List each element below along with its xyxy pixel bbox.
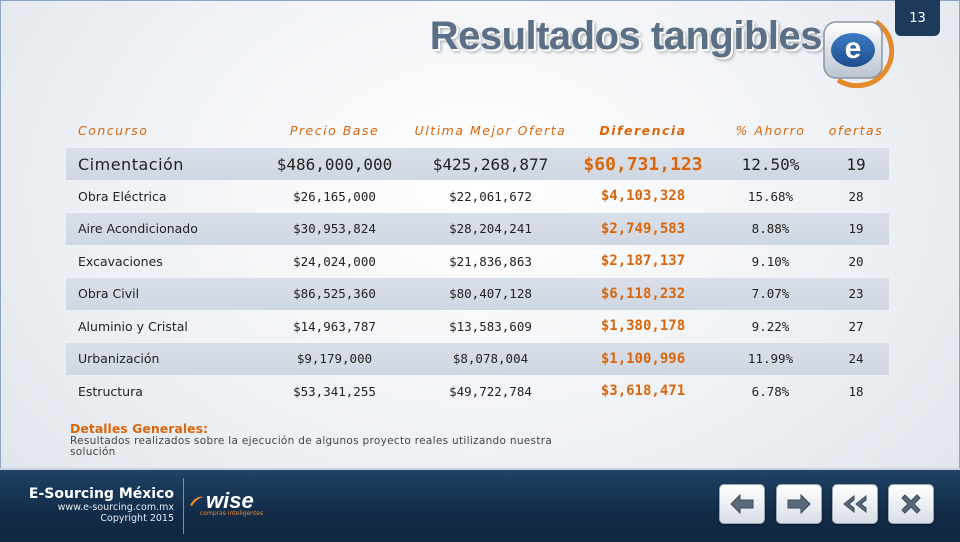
cell-ahorro: 15.68% (747, 188, 794, 204)
esourcing-logo-icon: e (823, 19, 894, 88)
table-row: Obra Civil $86,525,360 $80,407,128 $6,11… (66, 277, 889, 310)
cell-ultima-oferta: $22,061,672 (449, 188, 532, 204)
cell-precio-base: $30,953,824 (293, 221, 376, 237)
cell-diferencia: $2,749,583 (600, 220, 686, 237)
table-row: Aire Acondicionado $30,953,824 $28,204,2… (66, 212, 889, 245)
cell-diferencia: $6,118,232 (600, 285, 686, 302)
cell-concurso: Urbanización (78, 351, 160, 367)
cell-ahorro: 6.78% (751, 383, 790, 399)
cell-ultima-oferta: $21,836,863 (449, 253, 532, 269)
cell-ahorro: 8.88% (751, 221, 790, 237)
close-icon (901, 494, 921, 514)
header-precio-base: Precio Base (289, 122, 380, 138)
cell-ofertas: 27 (848, 318, 864, 334)
cell-precio-base: $24,024,000 (293, 253, 376, 269)
wise-logo: wise (188, 488, 254, 514)
footer-brand: E-Sourcing México www.e-sourcing.com.mx … (29, 486, 174, 524)
cell-precio-base: $26,165,000 (293, 188, 376, 204)
next-slide-button[interactable] (776, 484, 822, 524)
cell-precio-base: $9,179,000 (296, 351, 373, 367)
details-text: Resultados realizados sobre la ejecución… (70, 435, 553, 458)
header-ofertas: ofertas (828, 122, 884, 138)
brand-website: www.e-sourcing.com.mx (57, 502, 174, 513)
previous-slide-button[interactable] (719, 484, 765, 524)
cell-concurso: Aluminio y Cristal (78, 318, 188, 334)
cell-diferencia: $2,187,137 (600, 253, 686, 270)
cell-concurso: Aire Acondicionado (78, 221, 198, 237)
cell-ahorro: 9.10% (751, 253, 790, 269)
cell-ofertas: 19 (848, 221, 864, 237)
cell-concurso: Obra Eléctrica (78, 188, 167, 204)
table-row: Aluminio y Cristal $14,963,787 $13,583,6… (66, 310, 889, 342)
details-title: Detalles Generales: (70, 421, 209, 436)
cell-diferencia: $1,100,996 (600, 350, 686, 367)
wise-swoosh-icon (190, 496, 204, 506)
cell-precio-base: $14,963,787 (293, 318, 376, 334)
svg-text:e: e (845, 32, 862, 65)
table-row: Urbanización $9,179,000 $8,078,004 $1,10… (66, 342, 889, 375)
arrow-left-icon (730, 494, 754, 514)
cell-ofertas: 18 (848, 383, 864, 399)
close-button[interactable] (888, 484, 934, 524)
cell-ofertas: 20 (848, 253, 864, 269)
wise-logo-text: wise (206, 488, 254, 513)
wise-tagline: compras inteligentes (200, 510, 264, 517)
table-header: Concurso Precio Base Ultima Mejor Oferta… (66, 118, 889, 142)
table-row: Cimentación $486,000,000 $425,268,877 $6… (66, 148, 889, 180)
arrow-right-icon (787, 494, 811, 514)
brand-name: E-Sourcing México (28, 486, 174, 502)
table-row: Estructura $53,341,255 $49,722,784 $3,61… (66, 375, 889, 407)
cell-ofertas: 23 (848, 286, 864, 302)
cell-ofertas: 28 (848, 188, 864, 204)
cell-ahorro: 11.99% (747, 351, 794, 367)
header-ultima-oferta: Ultima Mejor Oferta (414, 122, 567, 138)
cell-ultima-oferta: $13,583,609 (449, 318, 532, 334)
first-slide-button[interactable] (832, 484, 878, 524)
cell-diferencia: $60,731,123 (583, 153, 703, 175)
page-number: 13 (895, 0, 940, 36)
cell-ofertas: 24 (848, 351, 864, 367)
cell-ultima-oferta: $425,268,877 (432, 154, 549, 174)
details-section: Detalles Generales: Resultados realizado… (70, 422, 590, 458)
cell-ultima-oferta: $49,722,784 (449, 383, 532, 399)
cell-precio-base: $486,000,000 (276, 154, 393, 174)
cell-concurso: Cimentación (78, 154, 184, 174)
header-diferencia: Diferencia (599, 122, 687, 138)
page-title: Resultados tangibles (429, 14, 823, 58)
cell-diferencia: $1,380,178 (600, 318, 686, 335)
brand-copyright: Copyright 2015 (100, 513, 174, 524)
header-ahorro: % Ahorro (735, 122, 806, 138)
cell-precio-base: $53,341,255 (293, 383, 376, 399)
cell-diferencia: $3,618,471 (600, 383, 686, 400)
results-table: Concurso Precio Base Ultima Mejor Oferta… (66, 118, 889, 408)
table-row: Excavaciones $24,024,000 $21,836,863 $2,… (66, 245, 889, 277)
cell-concurso: Estructura (78, 383, 143, 399)
cell-ahorro: 12.50% (741, 154, 800, 174)
cell-concurso: Obra Civil (78, 286, 140, 302)
cell-ofertas: 19 (846, 154, 866, 174)
cell-ultima-oferta: $8,078,004 (452, 351, 529, 367)
cell-ultima-oferta: $80,407,128 (449, 286, 532, 302)
footer-divider (183, 478, 184, 534)
cell-ahorro: 9.22% (751, 318, 790, 334)
cell-diferencia: $4,103,328 (600, 188, 686, 205)
double-arrow-left-icon (843, 494, 867, 514)
table-row: Obra Eléctrica $26,165,000 $22,061,672 $… (66, 180, 889, 212)
cell-ahorro: 7.07% (751, 286, 790, 302)
cell-precio-base: $86,525,360 (293, 286, 376, 302)
cell-concurso: Excavaciones (78, 253, 163, 269)
header-concurso: Concurso (78, 122, 149, 138)
cell-ultima-oferta: $28,204,241 (449, 221, 532, 237)
